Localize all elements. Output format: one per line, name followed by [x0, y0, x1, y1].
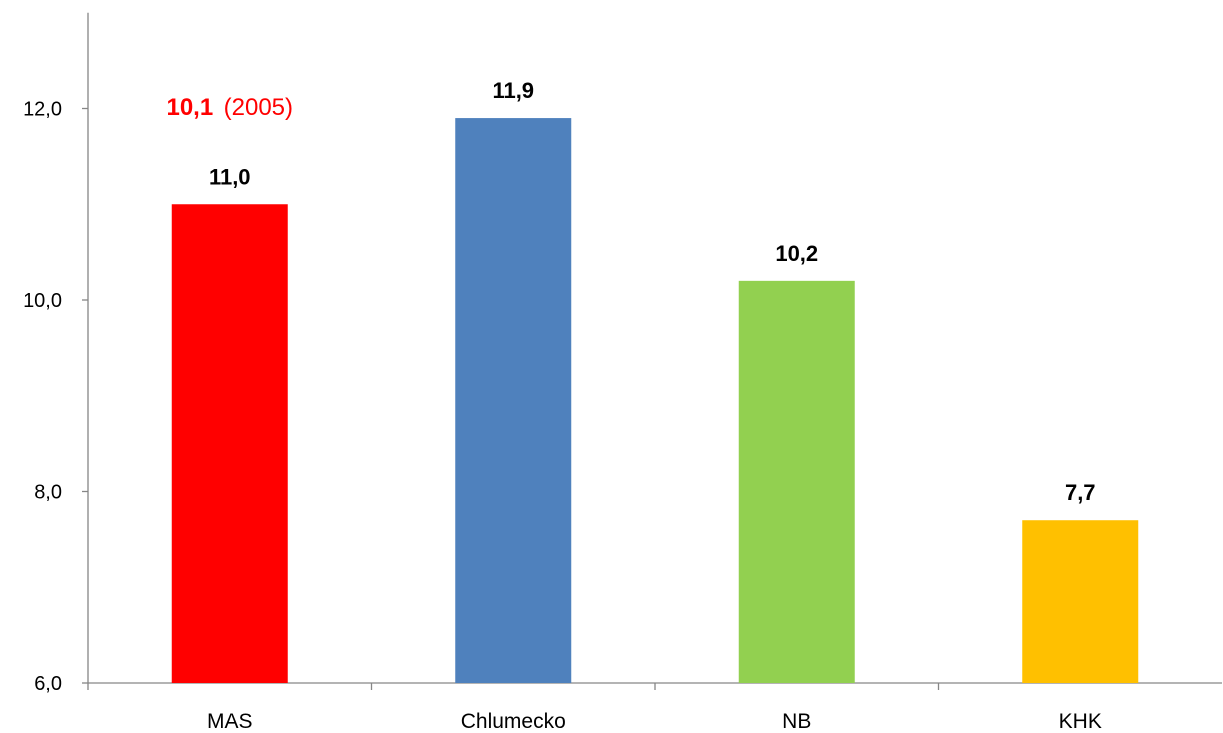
data-label: 7,7 [1065, 480, 1096, 505]
bar-mas [171, 204, 288, 683]
data-label: 11,0 [209, 164, 251, 189]
bar-khk [1022, 520, 1139, 683]
bars [171, 118, 1139, 683]
y-tick-label: 12,0 [23, 99, 62, 121]
data-label: 11,9 [492, 78, 534, 103]
category-label: MAS [207, 710, 253, 733]
data-labels: 11,0 MAS 11,9 Chlumecko 10,2 NB 7,7 KHK [207, 78, 1102, 733]
category-label: KHK [1059, 710, 1102, 733]
annotation-suffix: (2005) [224, 94, 293, 121]
historical-annotation: 10,1 (2005) [166, 94, 293, 121]
y-tick-label: 6,0 [34, 673, 62, 695]
bar-nb [738, 280, 855, 683]
category-label: NB [782, 710, 811, 733]
data-label: 10,2 [775, 241, 818, 266]
category-label: Chlumecko [461, 710, 566, 733]
annotation-value: 10,1 [166, 94, 213, 121]
y-tick-label: 8,0 [34, 482, 62, 504]
y-tick-label: 10,0 [23, 290, 62, 312]
bar-chlumecko [455, 118, 572, 683]
